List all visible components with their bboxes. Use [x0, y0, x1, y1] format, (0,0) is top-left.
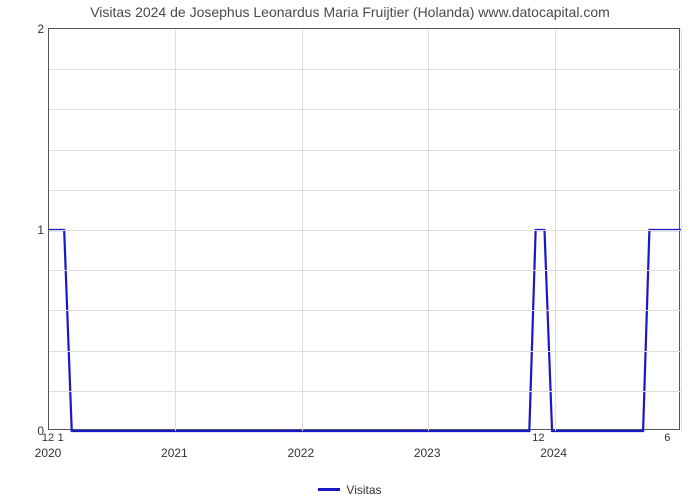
gridline-h	[49, 69, 681, 70]
y-tick-label: 1	[14, 223, 44, 237]
y-tick-label: 2	[14, 22, 44, 36]
gridline-v	[175, 29, 176, 431]
gridline-h	[49, 391, 681, 392]
x-tick-label: 2020	[23, 446, 73, 460]
x-tick-label: 2021	[149, 446, 199, 460]
gridline-v	[302, 29, 303, 431]
legend-swatch	[318, 488, 340, 491]
chart-title: Visitas 2024 de Josephus Leonardus Maria…	[0, 4, 700, 20]
legend: Visitas	[0, 480, 700, 497]
gridline-h	[49, 230, 681, 231]
below-label: 1	[46, 432, 76, 444]
gridline-v	[681, 29, 682, 431]
gridline-h	[49, 190, 681, 191]
gridline-v	[555, 29, 556, 431]
gridline-h	[49, 351, 681, 352]
plot-area	[48, 28, 680, 430]
below-label: 6	[652, 432, 682, 444]
x-tick-label: 2023	[402, 446, 452, 460]
gridline-h	[49, 150, 681, 151]
x-tick-label: 2022	[276, 446, 326, 460]
legend-label: Visitas	[346, 483, 381, 497]
legend-item-visitas: Visitas	[318, 483, 381, 497]
gridline-h	[49, 109, 681, 110]
gridline-h	[49, 270, 681, 271]
gridline-h	[49, 310, 681, 311]
gridline-v	[428, 29, 429, 431]
x-tick-label: 2024	[529, 446, 579, 460]
below-label: 12	[523, 432, 553, 444]
